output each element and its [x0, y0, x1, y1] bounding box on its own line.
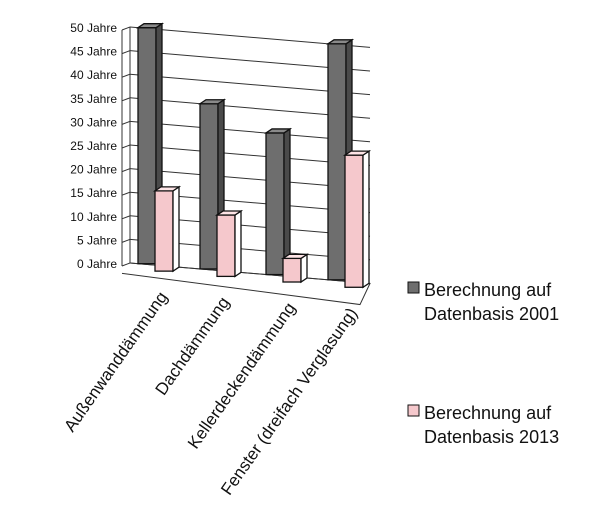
bar-2013	[152, 185, 182, 273]
bar-2001	[263, 127, 293, 276]
y-tick-label: 25 Jahre	[70, 139, 117, 153]
bar-front	[265, 132, 285, 276]
bar-front	[344, 154, 364, 288]
category-label: Fenster (dreifach Verglasung)	[217, 304, 361, 498]
y-tick-label: 30 Jahre	[70, 115, 117, 129]
bar-front	[137, 27, 157, 265]
bar-2013	[342, 149, 372, 289]
y-tick-label: 5 Jahre	[77, 233, 117, 247]
bar-side	[234, 209, 242, 278]
y-tick	[121, 97, 131, 102]
y-tick	[121, 191, 131, 196]
bar-top	[280, 253, 310, 260]
bar-front	[199, 103, 219, 270]
bar-side	[283, 127, 291, 276]
legend-swatch	[407, 404, 420, 417]
y-tick-label: 50 Jahre	[70, 21, 117, 35]
bar-top	[152, 186, 182, 192]
bar-front	[216, 214, 236, 278]
y-tick	[121, 238, 131, 243]
y-tick	[121, 144, 131, 149]
bar-top	[197, 99, 227, 105]
bar-top	[342, 150, 372, 156]
bar-2013	[214, 209, 244, 278]
bar-top	[214, 210, 244, 216]
legend-label: Datenbasis 2001	[424, 304, 559, 324]
y-tick	[121, 73, 131, 78]
floor	[121, 262, 371, 306]
bar-side	[362, 149, 370, 289]
y-tick	[121, 26, 131, 31]
bar-2013	[280, 253, 310, 284]
y-tick-label: 0 Jahre	[77, 257, 117, 271]
category-label: Außenwanddämmung	[60, 288, 171, 435]
bar-top	[135, 23, 165, 29]
bar-front	[154, 190, 174, 272]
y-tick	[121, 120, 131, 125]
y-tick	[121, 50, 131, 55]
y-tick	[121, 215, 131, 220]
legend-label: Berechnung auf	[424, 403, 552, 423]
bar-front	[327, 43, 347, 281]
bar-top	[263, 128, 293, 134]
legend-label: Berechnung auf	[424, 280, 552, 300]
y-tick-label: 10 Jahre	[70, 210, 117, 224]
y-tick-label: 40 Jahre	[70, 68, 117, 82]
y-tick	[121, 168, 131, 173]
legend-swatch	[407, 281, 420, 294]
y-tick-label: 35 Jahre	[70, 92, 117, 106]
y-tick	[121, 262, 131, 267]
bar-front	[282, 257, 302, 283]
legend-label: Datenbasis 2013	[424, 427, 559, 447]
bar-top	[325, 39, 355, 45]
bar-side	[172, 185, 180, 273]
y-tick-label: 45 Jahre	[70, 45, 117, 59]
y-tick-label: 20 Jahre	[70, 163, 117, 177]
y-tick-label: 15 Jahre	[70, 186, 117, 200]
